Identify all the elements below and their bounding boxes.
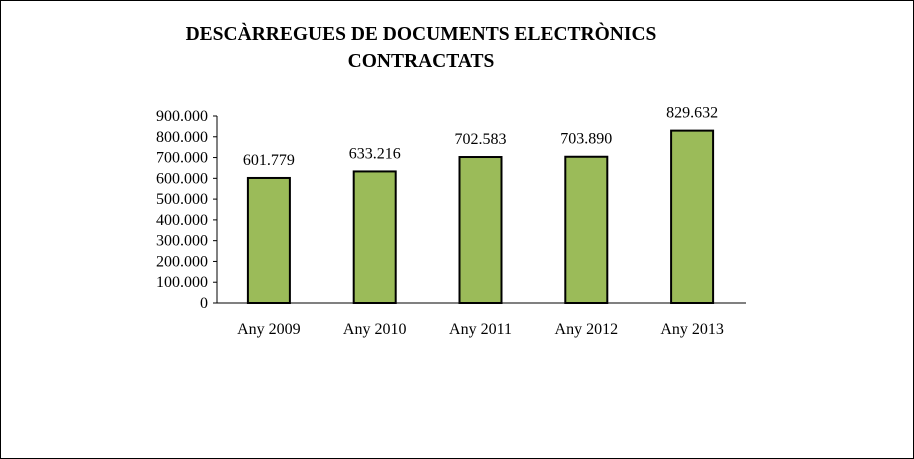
bar — [246, 176, 291, 304]
y-tick-label: 800.000 — [156, 129, 208, 146]
x-tick-label: Any 2011 — [449, 321, 512, 338]
y-tick-label: 400.000 — [156, 212, 208, 229]
bar — [670, 129, 715, 304]
data-label: 601.779 — [243, 152, 295, 169]
chart-title-line-2: CONTRACTATS — [347, 51, 495, 72]
data-label: 633.216 — [349, 145, 401, 162]
bar — [564, 155, 609, 304]
x-tick-label: Any 2010 — [343, 321, 407, 338]
bar — [458, 156, 503, 304]
y-tick-label: 100.000 — [156, 274, 208, 291]
data-label: 829.632 — [666, 105, 718, 122]
y-tick-label: 900.000 — [156, 108, 208, 125]
bar — [352, 170, 397, 304]
data-label: 702.583 — [455, 131, 507, 148]
y-tick-label: 300.000 — [156, 233, 208, 250]
x-tick-label: Any 2009 — [237, 321, 301, 338]
x-tick-label: Any 2013 — [660, 321, 724, 338]
data-label: 703.890 — [560, 131, 612, 148]
y-tick-label: 600.000 — [156, 170, 208, 187]
x-tick-label: Any 2012 — [555, 321, 619, 338]
chart-title-line-1: DESCÀRREGUES DE DOCUMENTS ELECTRÒNICS — [185, 24, 657, 45]
y-tick-label: 700.000 — [156, 150, 208, 167]
y-tick-label: 200.000 — [156, 253, 208, 270]
y-tick-label: 0 — [200, 295, 208, 312]
y-tick-label: 500.000 — [156, 191, 208, 208]
chart-title: DESCÀRREGUES DE DOCUMENTS ELECTRÒNICS CO… — [1, 21, 841, 75]
